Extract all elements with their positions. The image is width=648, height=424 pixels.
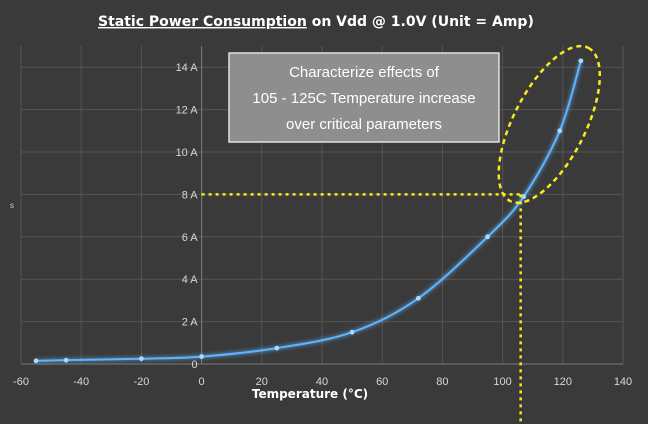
chart-title-rest: on Vdd @ 1.0V (Unit = Amp) — [307, 14, 534, 30]
data-point — [557, 128, 563, 134]
y-tick-label: 8 A — [182, 189, 199, 201]
y-tick-label: 12 A — [176, 105, 199, 117]
callout-line-2: 105 - 125C Temperature increase — [252, 90, 475, 107]
x-tick-label: 100 — [493, 376, 511, 388]
x-tick-label: -20 — [133, 376, 149, 388]
y-tick-label: 4 A — [182, 274, 199, 286]
x-tick-label: 0 — [199, 376, 205, 388]
callout-line-1: Characterize effects of — [289, 64, 440, 81]
y-tick-label: 10 A — [176, 147, 199, 159]
x-tick-label: 120 — [554, 376, 572, 388]
x-tick-label: 140 — [614, 376, 632, 388]
y-axis-label: s — [10, 201, 14, 210]
callout-box-background — [228, 52, 500, 143]
x-axis-label: Temperature (°C) — [252, 387, 368, 401]
y-tick-label: 6 A — [182, 232, 199, 244]
series-layer — [33, 58, 584, 364]
chart-title-main: Static Power Consumption — [98, 14, 307, 30]
callout-box: Characterize effects of 105 - 125C Tempe… — [228, 52, 500, 143]
data-point — [415, 295, 421, 301]
x-tick-label: 80 — [436, 376, 448, 388]
y-tick-label: 14 A — [176, 62, 199, 74]
data-point — [349, 329, 355, 335]
x-tick-label: -40 — [73, 376, 89, 388]
y-axis-ticks: 0 2 A 4 A 6 A 8 A 10 A 12 A 14 A — [176, 62, 199, 371]
annotation-layer — [201, 44, 602, 424]
x-tick-label: 60 — [376, 376, 388, 388]
highlight-ellipse — [497, 44, 602, 205]
x-tick-label: 40 — [316, 376, 328, 388]
data-point — [63, 357, 69, 363]
data-point — [521, 194, 527, 199]
x-axis-ticks: -60 -40 -20 0 20 40 60 80 100 120 140 — [13, 376, 632, 388]
data-point — [485, 234, 490, 240]
callout-line-3: over critical parameters — [286, 116, 442, 133]
chart-title: Static Power Consumption on Vdd @ 1.0V (… — [98, 14, 534, 30]
data-point — [199, 354, 205, 359]
x-tick-label: 20 — [256, 376, 268, 388]
data-point — [33, 358, 39, 364]
y-tick-label: 2 A — [182, 317, 199, 329]
x-tick-label: -60 — [13, 376, 29, 388]
data-point — [578, 58, 584, 64]
data-point — [274, 345, 280, 351]
y-tick-label: 0 — [191, 359, 197, 371]
data-point — [139, 356, 144, 362]
